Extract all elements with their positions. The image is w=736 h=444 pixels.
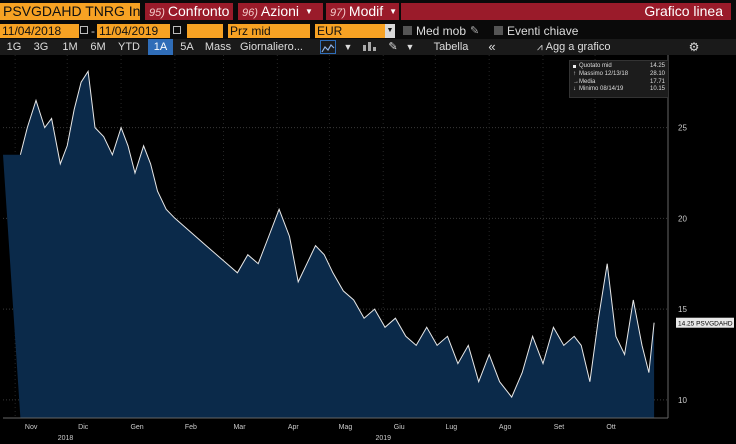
legend-value: 17.71 — [649, 78, 665, 85]
x-tick-label: Ago — [499, 424, 512, 431]
end-date-field[interactable]: 11/04/2019 — [97, 24, 170, 38]
x-tick-label: Nov — [25, 424, 38, 431]
period-ytd-button[interactable]: YTD — [118, 41, 140, 53]
legend-row-last: Quotato mid 14.25 — [573, 63, 665, 71]
legend-value: 14.25 — [649, 63, 665, 69]
frequency-select[interactable]: Giornaliero... — [240, 39, 314, 55]
y-tick-label: 15 — [678, 305, 687, 314]
start-date-field[interactable]: 11/04/2018 — [0, 24, 79, 38]
bar-chart-icon[interactable] — [358, 39, 380, 55]
chart-axes: 10 15 20 25 Nov Dic Gen Feb Mar Apr Mag Giu Lug Ago Se… — [3, 55, 687, 442]
chevron-down-icon[interactable]: ▼ — [405, 42, 415, 52]
period-1y-button[interactable]: 1A — [148, 39, 173, 55]
line-chart-icon[interactable] — [320, 40, 336, 54]
add-chart-icon: ⩘ — [537, 42, 543, 53]
key-events-checkbox[interactable] — [494, 26, 503, 35]
legend-label: Massimo 12/13/18 — [579, 70, 629, 77]
gear-icon[interactable]: ⚙ — [688, 40, 700, 54]
frequency-label: Giornaliero — [240, 41, 294, 53]
x-tick-label: Lug — [445, 424, 457, 431]
chevron-down-icon[interactable]: ▼ — [385, 24, 395, 38]
x-tick-label: Gen — [130, 424, 143, 431]
legend-row-mean: → Media 17.71 — [573, 79, 665, 87]
price-chart[interactable]: 10 15 20 25 Nov Dic Gen Feb Mar Apr Mag Giu Lug Ago Se… — [0, 55, 736, 444]
period-max-button[interactable]: Mass — [204, 41, 232, 53]
y-tick-label: 10 — [678, 396, 687, 405]
ellipsis-icon: ... — [293, 41, 303, 53]
legend-row-min: ↓ Minimo 08/14/19 10.15 — [573, 86, 665, 94]
legend-row-max: ↑ Massimo 12/13/18 28.10 — [573, 71, 665, 79]
calendar-icon[interactable] — [173, 26, 181, 34]
window-title: Grafico linea — [401, 3, 731, 20]
x-tick-label: Ott — [606, 424, 615, 431]
tab-edit[interactable]: 97) Modif ▼ — [326, 3, 399, 20]
legend-label: Media — [579, 78, 596, 85]
add-to-chart-button[interactable]: ⩘ Agg a grafico — [537, 39, 627, 55]
title-bar: PSVGDAHD TNRG Ind 95) Confronto 96) Azioni… — [0, 0, 736, 23]
last-value-tag-bg — [676, 317, 734, 328]
moving-average-label: Med mob — [416, 24, 467, 38]
tab-actions[interactable]: 96) Azioni ▼ — [238, 3, 323, 20]
moving-average-checkbox[interactable] — [403, 26, 412, 35]
key-events-label: Eventi chiave — [507, 24, 579, 38]
date-separator: - — [91, 24, 95, 38]
x-tick-label: Mag — [339, 424, 353, 431]
legend-value: 10.15 — [649, 86, 665, 93]
pencil-icon[interactable]: ✎ — [388, 41, 398, 53]
up-arrow-icon: ↑ — [573, 70, 576, 77]
legend-label: Quotato mid — [579, 63, 612, 69]
last-value-tag-text: 14.25 PSVGDAHD — [678, 321, 733, 328]
legend-label: Minimo 08/14/19 — [579, 86, 624, 93]
tab-actions-label: Azioni — [260, 3, 300, 19]
ticker-field[interactable]: PSVGDAHD TNRG Ind — [0, 3, 140, 20]
double-chevron-left-icon[interactable]: « — [488, 39, 496, 54]
currency-select[interactable]: EUR — [315, 24, 385, 38]
chevron-down-icon: ▼ — [389, 7, 398, 16]
x-year-label: 2019 — [375, 435, 391, 442]
x-tick-label: Dic — [78, 424, 89, 431]
period-5y-button[interactable]: 5A — [180, 41, 194, 53]
y-tick-label: 20 — [678, 214, 687, 223]
tab-compare-label: Confronto — [167, 3, 230, 19]
period-1d-button[interactable]: 1G — [6, 41, 22, 53]
legend-value: 28.10 — [649, 70, 665, 77]
tab-compare[interactable]: 95) Confronto — [145, 3, 233, 20]
tab-edit-number: 97) — [330, 7, 346, 19]
pencil-icon[interactable]: ✎ — [470, 25, 480, 37]
x-tick-label: Giu — [394, 424, 405, 431]
legend-marker-icon — [573, 65, 576, 68]
y-tick-label: 25 — [678, 124, 687, 133]
period-6m-button[interactable]: 6M — [90, 41, 106, 53]
blank-field[interactable] — [187, 24, 223, 38]
controls-bar: 11/04/2018 - 11/04/2019 Prz mid EUR ▼ Me… — [0, 23, 736, 39]
chart-legend: Quotato mid 14.25 ↑ Massimo 12/13/18 28.10 … — [569, 60, 669, 98]
x-tick-label: Set — [554, 424, 565, 431]
x-tick-label: Feb — [185, 424, 197, 431]
chevron-down-icon[interactable]: ▼ — [343, 42, 353, 52]
tab-compare-number: 95) — [149, 7, 165, 19]
x-tick-label: Apr — [288, 424, 300, 431]
tab-actions-number: 96) — [242, 7, 258, 19]
period-1m-button[interactable]: 1M — [62, 41, 78, 53]
add-to-chart-label: Agg a grafico — [545, 41, 611, 53]
price-series-line — [19, 69, 655, 399]
tab-edit-label: Modif — [348, 3, 384, 19]
period-3d-button[interactable]: 3G — [33, 41, 49, 53]
table-button[interactable]: Tabella — [433, 41, 469, 53]
x-year-label: 2018 — [58, 435, 74, 442]
toolbar: 1G 3G 1M 6M YTD 1A 5A Mass Giornaliero..… — [0, 39, 736, 55]
last-value-tag: 14.25 PSVGDAHD — [676, 317, 734, 328]
price-area-fill — [3, 71, 655, 419]
calendar-icon[interactable] — [80, 26, 88, 34]
down-arrow-icon: ↓ — [573, 86, 576, 93]
chart-gridlines — [3, 55, 668, 418]
chevron-down-icon: ▼ — [305, 7, 313, 16]
arrow-right-icon: → — [573, 78, 579, 85]
x-tick-label: Mar — [233, 424, 246, 431]
price-field-select[interactable]: Prz mid — [228, 24, 310, 38]
